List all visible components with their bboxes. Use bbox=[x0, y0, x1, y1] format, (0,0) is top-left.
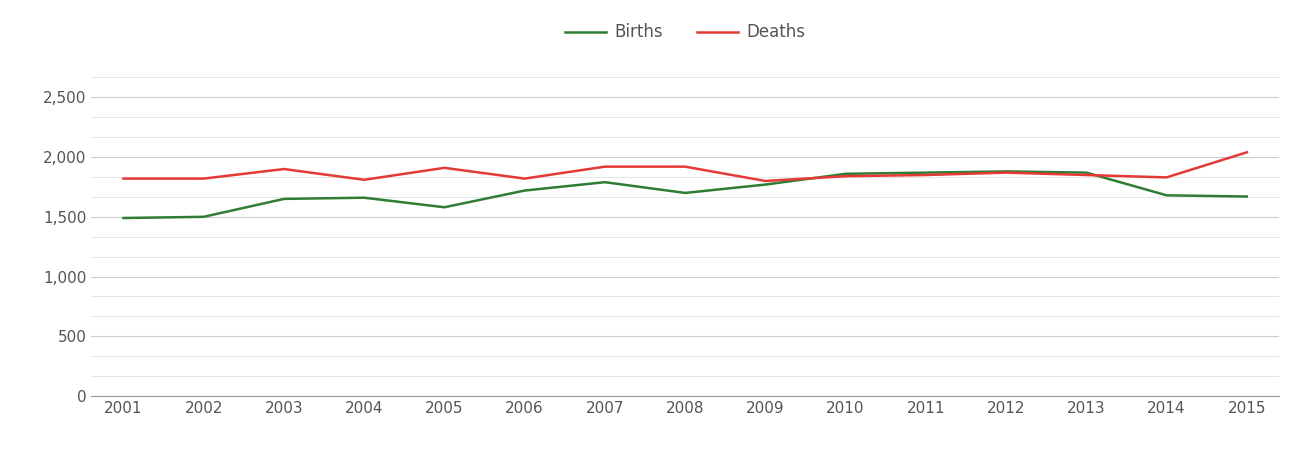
Deaths bbox=[1078, 172, 1094, 178]
Line: Births: Births bbox=[124, 171, 1246, 218]
Births bbox=[1238, 194, 1254, 199]
Deaths bbox=[1159, 175, 1174, 180]
Births bbox=[196, 214, 211, 220]
Deaths bbox=[917, 172, 933, 178]
Births bbox=[598, 180, 613, 185]
Births bbox=[437, 205, 453, 210]
Deaths bbox=[838, 174, 853, 179]
Deaths bbox=[598, 164, 613, 169]
Deaths bbox=[437, 165, 453, 171]
Births bbox=[838, 171, 853, 176]
Births bbox=[356, 195, 372, 200]
Deaths bbox=[517, 176, 532, 181]
Deaths bbox=[196, 176, 211, 181]
Births bbox=[757, 182, 773, 187]
Births bbox=[517, 188, 532, 193]
Deaths bbox=[1238, 149, 1254, 155]
Births bbox=[277, 196, 292, 202]
Deaths bbox=[277, 166, 292, 172]
Deaths bbox=[677, 164, 693, 169]
Births bbox=[1078, 170, 1094, 176]
Legend: Births, Deaths: Births, Deaths bbox=[559, 17, 812, 48]
Line: Deaths: Deaths bbox=[124, 152, 1246, 181]
Deaths bbox=[356, 177, 372, 183]
Deaths bbox=[116, 176, 132, 181]
Deaths bbox=[757, 178, 773, 184]
Deaths bbox=[998, 170, 1014, 176]
Births bbox=[116, 215, 132, 220]
Births bbox=[998, 169, 1014, 174]
Births bbox=[1159, 193, 1174, 198]
Births bbox=[677, 190, 693, 196]
Births bbox=[917, 170, 933, 176]
